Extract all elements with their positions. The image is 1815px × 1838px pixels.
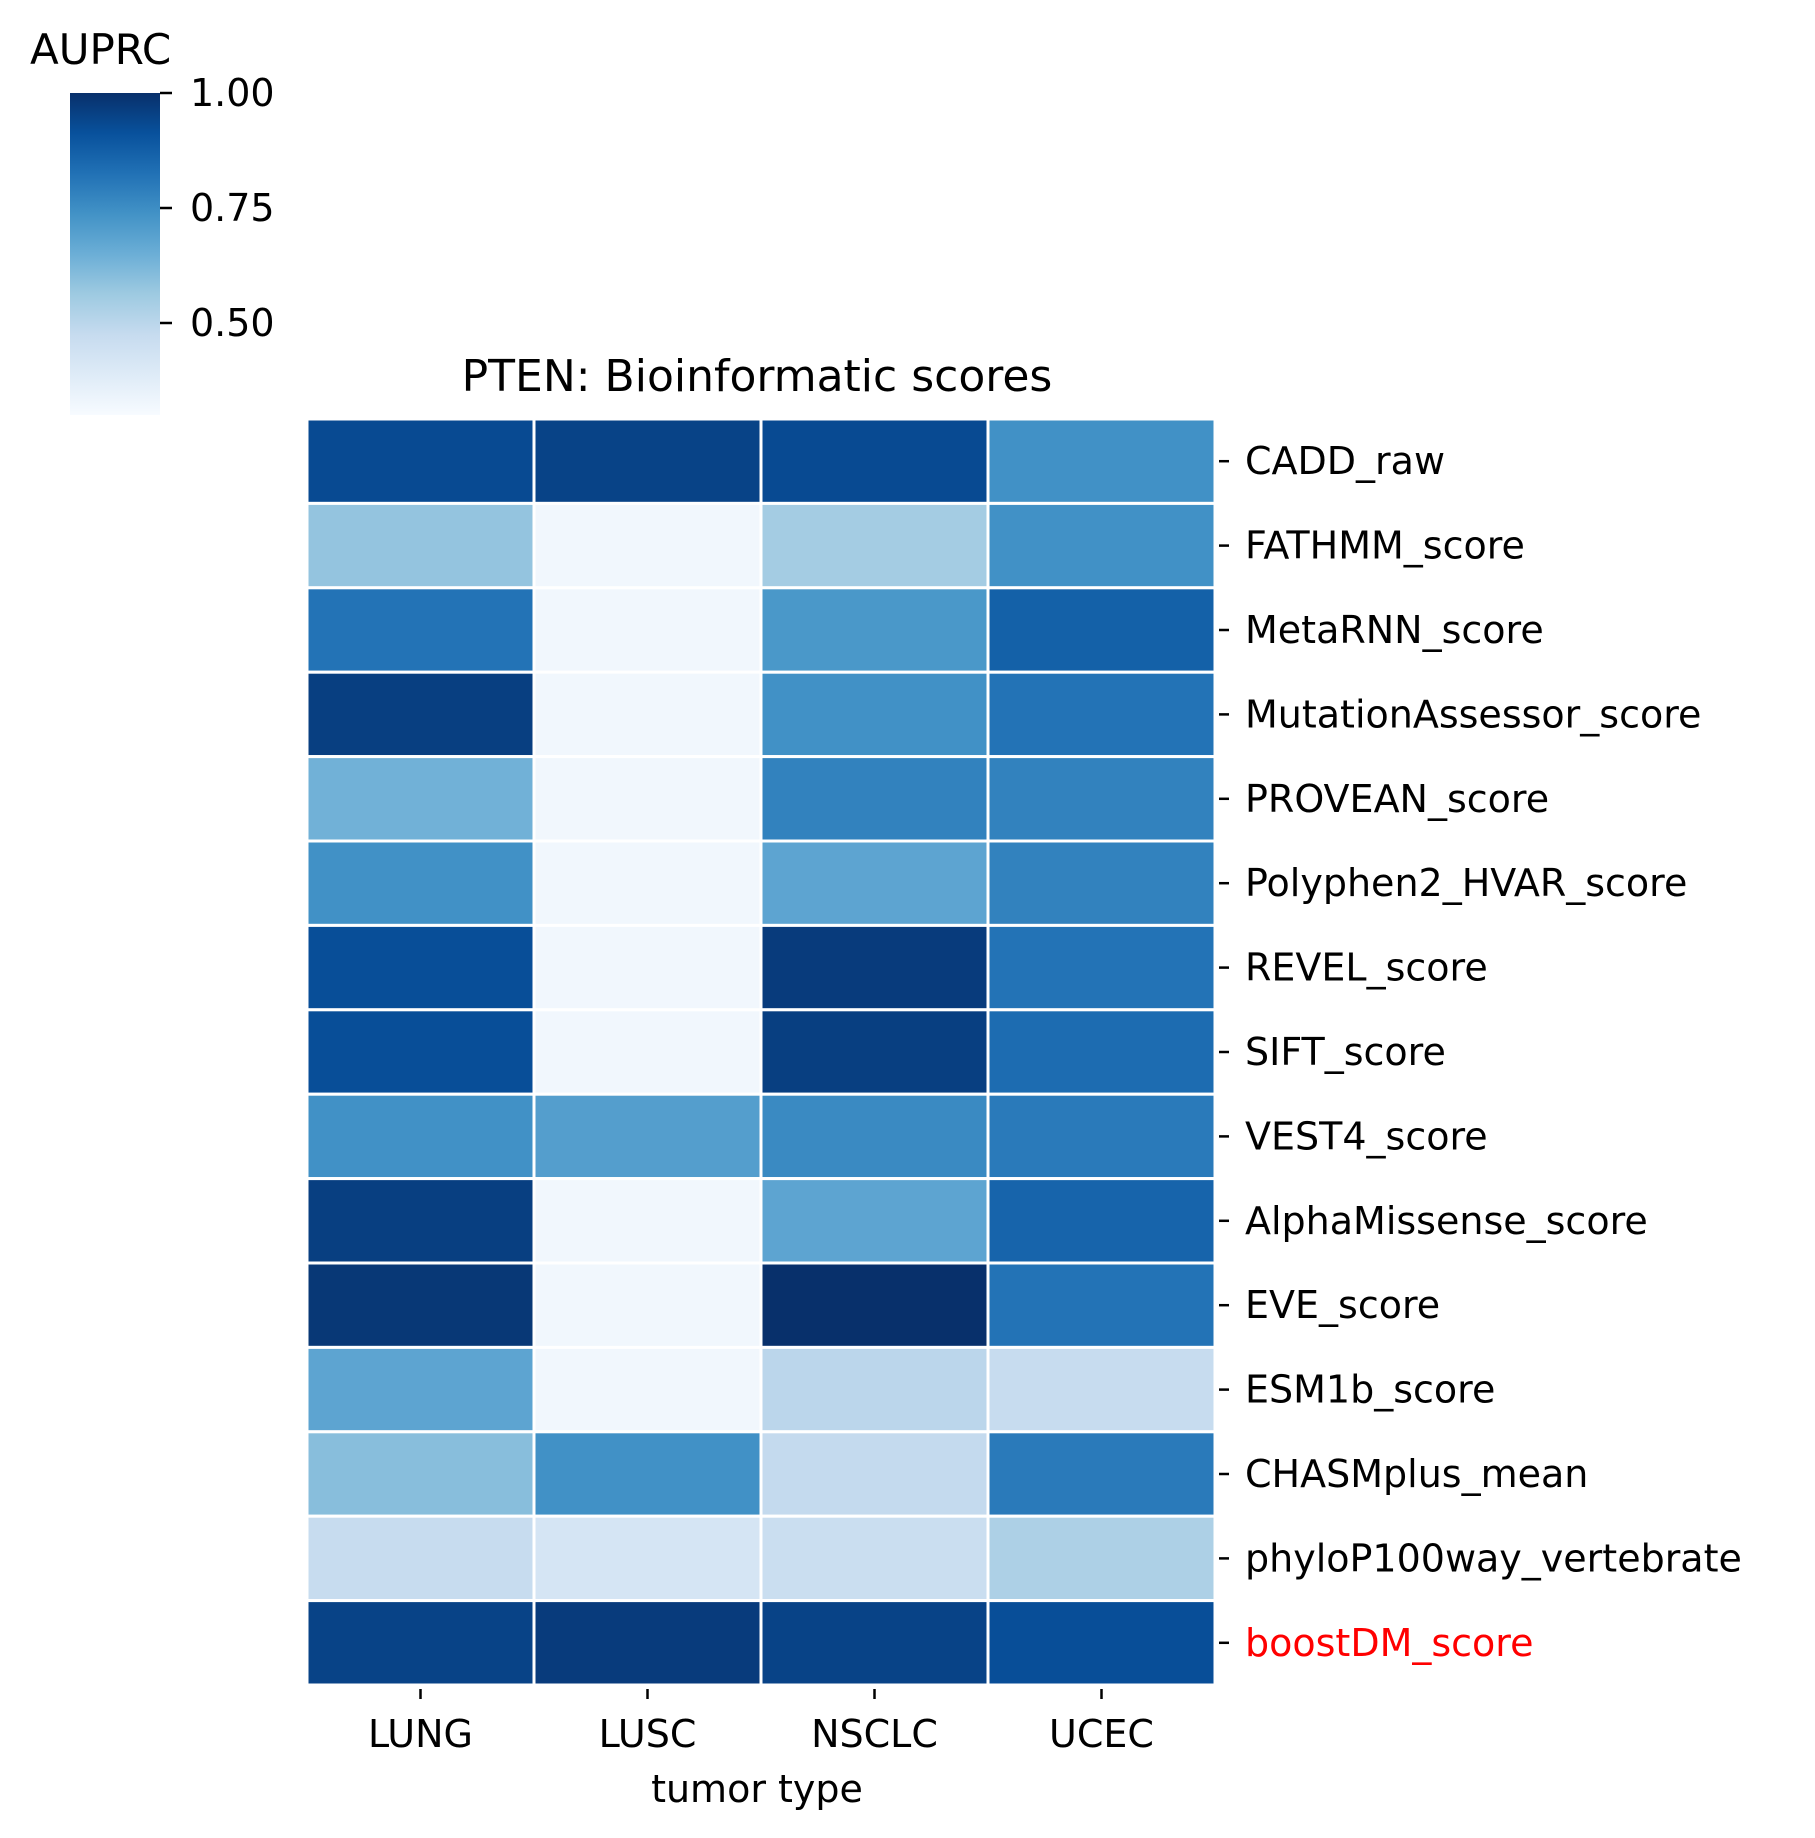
heatmap-cell — [986, 1514, 1217, 1603]
x-axis-ticks: LUNG LUSC NSCLC UCEC — [368, 1689, 1154, 1756]
heatmap-cell — [532, 670, 763, 759]
heatmap-cell — [759, 923, 990, 1012]
heatmap-cell — [305, 586, 536, 674]
y-tick-label: AlphaMissense_score — [1245, 1199, 1648, 1243]
heatmap-cell — [305, 670, 536, 759]
colorbar-tick-label: 1.00 — [190, 71, 275, 115]
heatmap-cell — [305, 417, 536, 505]
y-tick-label: MutationAssessor_score — [1245, 692, 1701, 736]
heatmap-cell — [305, 1261, 536, 1349]
heatmap-cell — [759, 670, 990, 759]
colorbar-tick-label: 0.50 — [190, 301, 275, 345]
heatmap-cell — [305, 501, 536, 590]
heatmap-cells — [305, 417, 1217, 1687]
heatmap-cell — [305, 923, 536, 1012]
heatmap-cell — [986, 839, 1217, 927]
y-tick-label: REVEL_score — [1245, 946, 1488, 990]
heatmap-cell — [759, 586, 990, 674]
heatmap-cell — [759, 1177, 990, 1265]
heatmap-cell — [532, 1514, 763, 1603]
heatmap-cell — [532, 1177, 763, 1265]
heatmap-cell — [532, 755, 763, 843]
heatmap-cell — [305, 755, 536, 843]
heatmap-cell — [305, 1177, 536, 1265]
colorbar — [70, 93, 160, 415]
heatmap-cell — [532, 1261, 763, 1349]
heatmap-cell — [532, 417, 763, 505]
x-tick-label: UCEC — [1049, 1712, 1154, 1756]
y-tick-label: SIFT_score — [1245, 1030, 1446, 1074]
heatmap-cell — [532, 1345, 763, 1434]
heatmap-cell — [986, 755, 1217, 843]
colorbar-ticks: 0.50 0.75 1.00 — [160, 71, 275, 345]
y-tick-label: FATHMM_score — [1245, 524, 1525, 568]
colorbar-tick-label: 0.75 — [190, 186, 275, 230]
y-tick-label: ESM1b_score — [1245, 1368, 1495, 1412]
colorbar-label: AUPRC — [30, 25, 171, 74]
heatmap-cell — [759, 1092, 990, 1181]
y-tick-label: CHASMplus_mean — [1245, 1452, 1588, 1496]
heatmap-cell — [759, 1514, 990, 1603]
heatmap-cell — [532, 501, 763, 590]
heatmap-cell — [759, 1599, 990, 1687]
heatmap-cell — [759, 839, 990, 927]
heatmap-cell — [305, 1514, 536, 1603]
heatmap-cell — [532, 1008, 763, 1096]
heatmap-cell — [305, 1092, 536, 1181]
heatmap-cell — [532, 586, 763, 674]
heatmap-cell — [759, 1430, 990, 1518]
x-tick-label: LUNG — [368, 1712, 473, 1756]
heatmap-cell — [532, 1430, 763, 1518]
heatmap-cell — [986, 1430, 1217, 1518]
heatmap-cell — [759, 755, 990, 843]
x-axis-label: tumor type — [651, 1767, 863, 1811]
y-tick-label: boostDM_score — [1245, 1621, 1533, 1665]
heatmap-cell — [759, 501, 990, 590]
y-tick-label: EVE_score — [1245, 1283, 1440, 1327]
y-tick-label: MetaRNN_score — [1245, 608, 1544, 652]
heatmap-cell — [986, 923, 1217, 1012]
heatmap-cell — [305, 1430, 536, 1518]
y-tick-label: CADD_raw — [1245, 439, 1445, 483]
heatmap-cell — [986, 1092, 1217, 1181]
heatmap-cell — [759, 1345, 990, 1434]
heatmap-cell — [986, 1008, 1217, 1096]
heatmap-cell — [305, 1599, 536, 1687]
heatmap-cell — [305, 839, 536, 927]
heatmap-cell — [532, 923, 763, 1012]
heatmap-cell — [305, 1345, 536, 1434]
y-tick-label: phyloP100way_vertebrate — [1245, 1536, 1742, 1580]
heatmap-cell — [986, 417, 1217, 505]
heatmap-cell — [532, 1599, 763, 1687]
heatmap-cell — [986, 670, 1217, 759]
x-tick-label: NSCLC — [811, 1712, 938, 1756]
heatmap-cell — [532, 1092, 763, 1181]
y-axis-ticks: CADD_raw FATHMM_score MetaRNN_score Mutatio… — [1219, 439, 1742, 1665]
x-tick-label: LUSC — [599, 1712, 697, 1756]
y-tick-label: PROVEAN_score — [1245, 777, 1549, 821]
heatmap-cell — [986, 1261, 1217, 1349]
heatmap-cell — [986, 1345, 1217, 1434]
heatmap-cell — [986, 1599, 1217, 1687]
y-tick-label: VEST4_score — [1245, 1114, 1488, 1158]
heatmap-cell — [986, 586, 1217, 674]
heatmap-cell — [759, 1008, 990, 1096]
heatmap-cell — [986, 1177, 1217, 1265]
heatmap-cell — [986, 501, 1217, 590]
heatmap-cell — [759, 1261, 990, 1349]
chart-title: PTEN: Bioinformatic scores — [462, 351, 1053, 402]
y-tick-label: Polyphen2_HVAR_score — [1245, 861, 1687, 905]
heatmap-cell — [532, 839, 763, 927]
heatmap-cell — [759, 417, 990, 505]
heatmap-cell — [305, 1008, 536, 1096]
